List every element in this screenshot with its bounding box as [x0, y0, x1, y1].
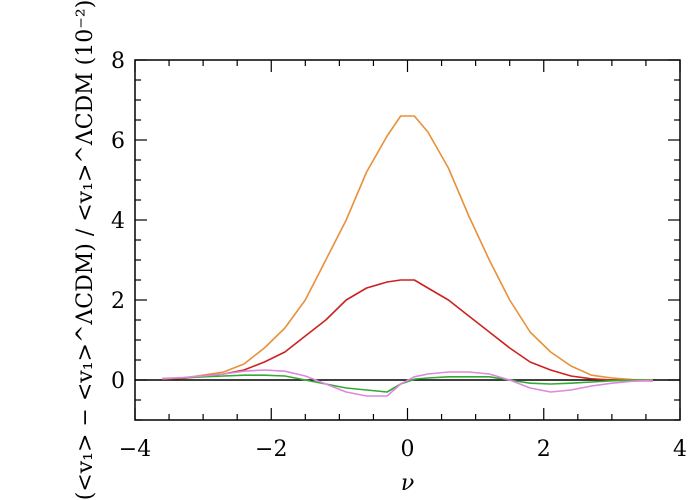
x-tick-label: 4 [673, 437, 687, 462]
x-tick-label: 0 [401, 437, 415, 462]
x-tick-label: −4 [119, 437, 151, 462]
y-tick-label: 8 [111, 49, 125, 74]
y-tick-label: 0 [111, 369, 125, 394]
x-axis-label: ν [401, 471, 414, 496]
y-tick-label: 2 [111, 289, 125, 314]
axis-ticks [134, 59, 681, 421]
x-tick-label: −2 [255, 437, 287, 462]
y-tick-label: 6 [111, 129, 125, 154]
series-line-4 [162, 369, 653, 397]
series-line-3 [162, 374, 653, 393]
tick-labels: −4 −2 0 2 4 0 2 4 6 8 [111, 49, 687, 462]
y-tick-label: 4 [111, 209, 125, 234]
x-tick-label: 2 [537, 437, 551, 462]
plot-frame [134, 59, 681, 421]
y-axis-label: (<v₁> − <v₁>^ΛCDM) / <v₁>^ΛCDM (10⁻²) [73, 0, 98, 500]
plot-content [135, 115, 680, 397]
series-line-2 [162, 279, 653, 382]
series-line-1 [162, 115, 653, 381]
